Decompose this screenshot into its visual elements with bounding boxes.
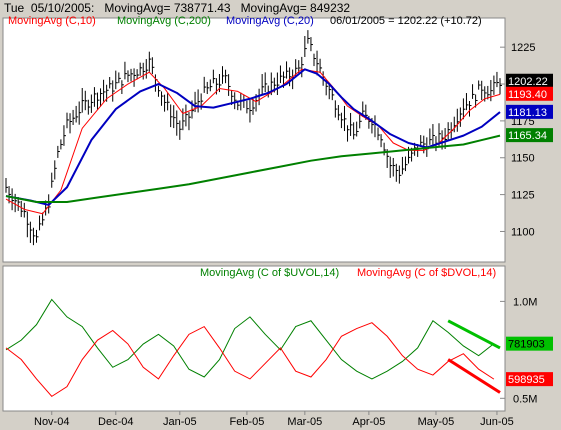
price-last-value-1-box — [506, 86, 553, 101]
volume-last-value-1-box — [506, 372, 553, 387]
price-last-value-3: 1165.34 — [508, 130, 547, 142]
price-last-value-2-box — [506, 104, 553, 119]
volume-last-value-0-box — [506, 336, 553, 351]
price-ytick-label: 1225 — [511, 42, 535, 54]
x-tick-label: May-05 — [418, 416, 455, 428]
legend-quote: 06/01/2005 = 1202.22 (+10.72) — [330, 15, 482, 27]
volume-ytick-label: 1.0M — [513, 296, 537, 308]
x-tick-label: Mar-05 — [287, 416, 322, 428]
legend-ma20: MovingAvg (C,20) — [226, 15, 314, 27]
price-last-value-0: 1202.22 — [508, 76, 548, 88]
price-ytick-label: 1150 — [511, 153, 535, 165]
series-line-movingavg-c-200- — [5, 134, 501, 203]
header-bar: Tue 05/10/2005: MovingAvg= 738771.43 Mov… — [4, 1, 350, 15]
series-line-dvol — [5, 322, 495, 398]
legend-dvol: MovingAvg (C of $DVOL,14) — [357, 267, 496, 279]
x-tick-label: Jan-05 — [163, 416, 197, 428]
x-tick-label: Feb-05 — [229, 416, 264, 428]
price-ytick-label: 1125 — [511, 190, 535, 202]
volume-last-value-0: 781903 — [508, 339, 545, 351]
price-last-value-0-box — [506, 73, 553, 88]
price-panel — [2, 17, 506, 263]
legend-uvol: MovingAvg (C of $UVOL,14) — [200, 267, 339, 279]
trendline — [447, 358, 501, 394]
price-last-value-1: 1193.40 — [508, 89, 547, 101]
x-tick-label: Dec-04 — [98, 416, 133, 428]
header-stat-2: MovingAvg= 849232 — [240, 1, 351, 15]
trendline — [447, 319, 501, 350]
price-last-value-3-box — [506, 128, 553, 143]
x-tick-label: Nov-04 — [34, 416, 69, 428]
price-ytick-label: 1100 — [511, 226, 535, 238]
legend-ma200: MovingAvg (C,200) — [117, 15, 211, 27]
price-last-value-2: 1181.13 — [508, 107, 547, 119]
series-line-uvol — [5, 298, 495, 380]
legend-ma10: MovingAvg (C,10) — [8, 15, 96, 27]
header-date: 05/10/2005: — [30, 1, 95, 15]
volume-ytick-label: 0.5M — [513, 393, 537, 405]
price-ytick-label: 1175 — [511, 116, 535, 128]
volume-panel — [2, 265, 506, 412]
volume-last-value-1: 598935 — [508, 374, 545, 386]
x-tick-label: Jun-05 — [480, 416, 514, 428]
header-day: Tue — [4, 1, 25, 15]
series-line-movingavg-c-20- — [5, 68, 501, 206]
x-tick-label: Apr-05 — [352, 416, 385, 428]
header-stat-1: MovingAvg= 738771.43 — [104, 1, 231, 15]
